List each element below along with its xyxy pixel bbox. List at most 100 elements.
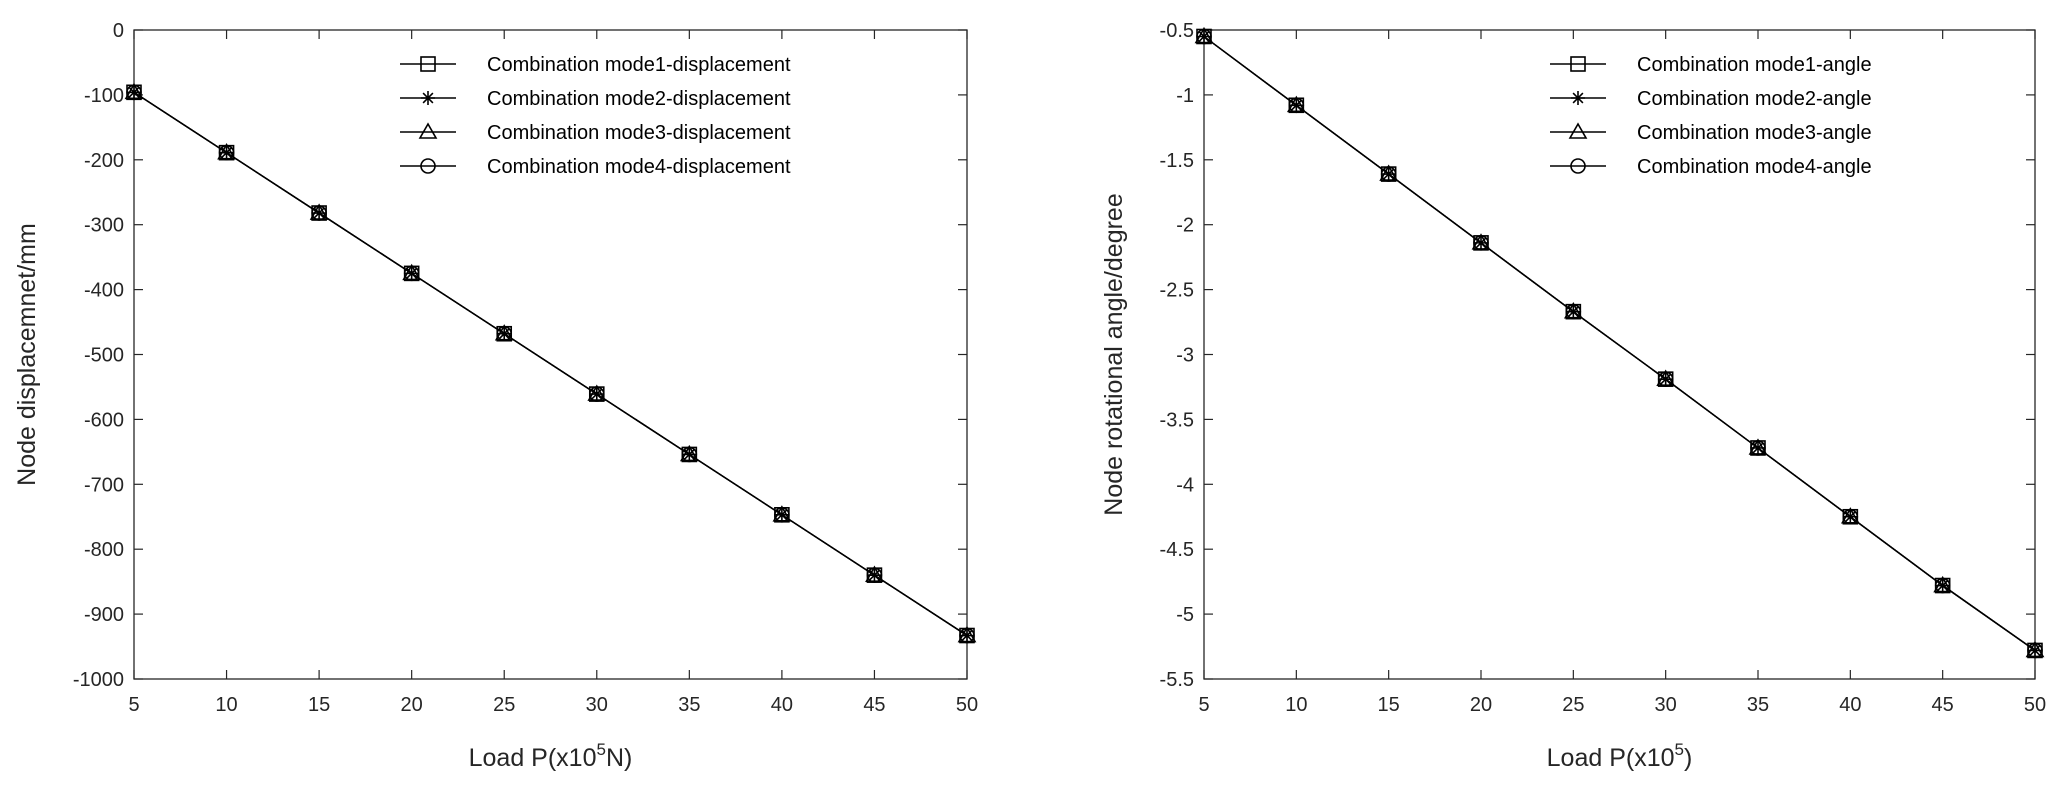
x-tick-label: 20 — [401, 694, 423, 716]
legend-label: Combination mode4-displacement — [487, 156, 791, 178]
y-tick-label: -1 — [1176, 85, 1194, 107]
data-point-circle — [1196, 28, 1212, 45]
x-axis-title-superscript: 5 — [597, 740, 606, 759]
data-point-circle — [588, 386, 605, 402]
x-tick-label: 40 — [1839, 694, 1861, 716]
x-tick-label: 5 — [128, 694, 139, 716]
data-point-circle — [681, 446, 698, 463]
data-point-circle — [1380, 166, 1397, 182]
data-point-asterisk — [960, 628, 974, 643]
data-point-triangle — [679, 444, 699, 462]
series-circle — [126, 84, 975, 644]
y-tick-label: -700 — [84, 474, 124, 496]
legend-label: Combination mode1-displacement — [487, 54, 791, 76]
y-tick-label: -300 — [84, 215, 124, 237]
x-axis-title-suffix: ) — [1684, 744, 1692, 772]
y-tick-label: -3 — [1176, 345, 1194, 367]
data-point-triangle — [587, 384, 607, 401]
y-tick-label: -400 — [84, 280, 124, 302]
data-point-triangle — [494, 324, 514, 341]
y-tick-label: -1000 — [73, 669, 124, 691]
series-line — [1203, 35, 2036, 651]
y-tick-label: 0 — [113, 20, 124, 42]
y-tick-label: -1.5 — [1160, 150, 1194, 172]
x-tick-label: 20 — [1470, 694, 1492, 716]
x-tick-label: 30 — [586, 694, 608, 716]
data-point-circle — [1288, 97, 1305, 114]
x-axis-title-prefix: Load P(x10 — [469, 744, 597, 772]
data-point-asterisk — [1197, 29, 1211, 44]
y-tick-label: -5 — [1176, 604, 1194, 626]
x-tick-label: 50 — [956, 694, 978, 716]
x-tick-label: 45 — [1932, 694, 1954, 716]
y-tick-label: -200 — [84, 150, 124, 172]
legend-label: Combination mode2-displacement — [487, 88, 791, 110]
y-axis-title: Node displacemnet/mm — [13, 223, 41, 486]
legend-marker-square — [1570, 56, 1586, 72]
data-point-circle — [311, 205, 327, 221]
x-tick-label: 30 — [1655, 694, 1677, 716]
x-tick-label: 45 — [863, 694, 885, 716]
data-point-triangle — [1194, 26, 1214, 44]
y-tick-label: -4 — [1176, 474, 1194, 496]
plot-area — [1203, 29, 2036, 680]
y-tick-label: -4.5 — [1160, 539, 1194, 561]
series-circle — [1196, 28, 2043, 659]
x-tick-label: 25 — [493, 694, 515, 716]
data-point-triangle — [1379, 164, 1399, 181]
y-tick-label: -800 — [84, 539, 124, 561]
legend-marker-triangle — [418, 122, 438, 139]
data-point-circle — [1657, 371, 1674, 387]
data-point-triangle — [2025, 640, 2045, 658]
y-tick-label: -900 — [84, 604, 124, 626]
legend-marker-triangle — [1568, 122, 1588, 139]
x-tick-label: 35 — [1747, 694, 1769, 716]
series-line — [133, 91, 968, 637]
data-point-circle — [218, 144, 235, 161]
data-point-triangle — [1471, 233, 1491, 250]
y-tick-label: -3.5 — [1160, 409, 1194, 431]
x-tick-label: 25 — [1562, 694, 1584, 716]
data-point-triangle — [1563, 302, 1583, 319]
x-tick-label: 40 — [771, 694, 793, 716]
data-point-triangle — [1656, 369, 1676, 386]
legend-label: Combination mode3-displacement — [487, 122, 791, 144]
data-point-circle — [959, 627, 975, 644]
data-point-triangle — [1840, 507, 1860, 524]
chart-panel-1: 5 10 15 20 25 30 35 40 45 50 0 -100 -200 -300 -400 -500… — [13, 20, 978, 772]
data-point-triangle — [1748, 438, 1768, 455]
legend-marker-asterisk — [421, 91, 435, 105]
data-point-circle — [1842, 508, 1859, 525]
data-point-triangle — [1286, 95, 1306, 113]
data-point-triangle — [124, 82, 144, 100]
legend-marker-square — [420, 56, 436, 72]
data-point-circle — [2027, 642, 2043, 659]
data-point-circle — [1565, 303, 1582, 320]
data-point-triangle — [402, 263, 422, 281]
x-axis-title-superscript: 5 — [1675, 740, 1684, 759]
legend: Combination mode1-angle Combination mode2… — [1550, 54, 1872, 178]
data-point-triangle — [309, 203, 329, 220]
data-point-circle — [126, 84, 142, 101]
data-point-triangle — [772, 505, 792, 522]
x-axis-title-prefix: Load P(x10 — [1547, 744, 1675, 772]
y-tick-label: -2.5 — [1160, 280, 1194, 302]
y-tick-label: -5.5 — [1160, 669, 1194, 691]
data-point-circle — [1750, 440, 1766, 456]
y-tick-label: -2 — [1176, 215, 1194, 237]
x-axis-title: Load P(x105N) — [469, 740, 633, 772]
legend-marker-asterisk — [1571, 91, 1585, 105]
data-point-circle — [774, 507, 790, 523]
x-tick-label: 15 — [1378, 694, 1400, 716]
y-tick-label: -500 — [84, 345, 124, 367]
data-point-triangle — [1933, 575, 1953, 593]
legend-marker-circle — [420, 158, 436, 174]
legend-label: Combination mode2-angle — [1637, 88, 1872, 110]
chart-panel-2: 5 10 15 20 25 30 35 40 45 50 -0.5 -1 -1.5 -2 -2.5 -3 -3.… — [1100, 20, 2046, 772]
x-axis-title: Load P(x105) — [1547, 740, 1693, 772]
x-tick-label: 5 — [1198, 694, 1209, 716]
x-tick-label: 10 — [1285, 694, 1307, 716]
data-point-triangle — [217, 143, 236, 160]
plot-area — [133, 29, 968, 680]
